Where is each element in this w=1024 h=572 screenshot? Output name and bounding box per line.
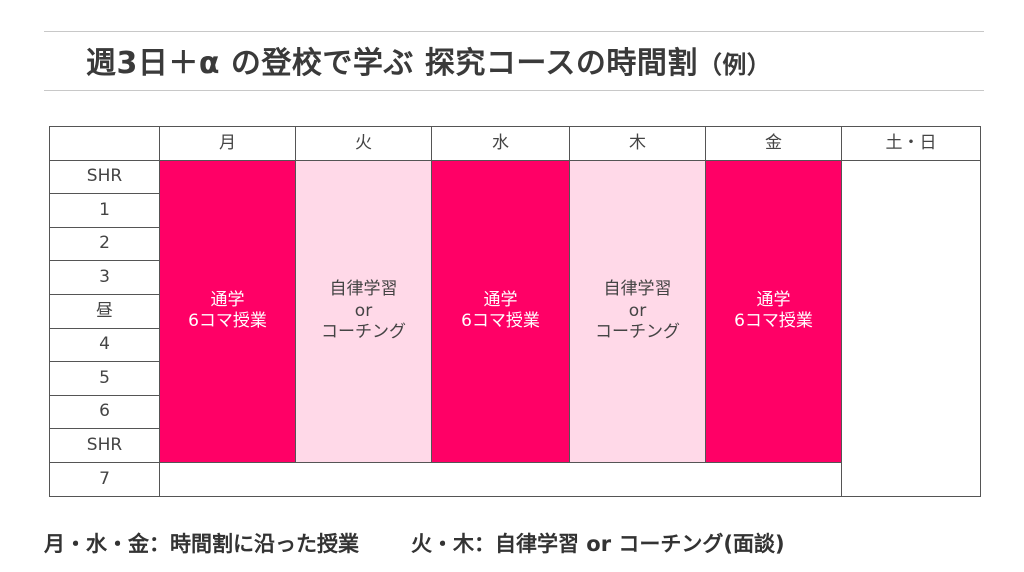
- day-weekend: 土・日: [841, 126, 981, 161]
- footer-left: 月・水・金：時間割に沿った授業: [44, 532, 359, 556]
- footer-right: 火・木：自律学習 or コーチング(面談): [411, 532, 785, 556]
- table-row: 4: [49, 327, 981, 363]
- day-mon: 月: [159, 126, 296, 161]
- footer-legend: 月・水・金：時間割に沿った授業 火・木：自律学習 or コーチング(面談): [44, 528, 785, 558]
- page-title-main: 週3日＋α の登校で学ぶ 探究コースの時間割: [86, 46, 698, 81]
- tue-self-study-block: 自律学習 or コーチング: [295, 159, 432, 463]
- day-wed: 水: [431, 126, 570, 161]
- period-label: 2: [49, 226, 160, 262]
- period-label: 6: [49, 394, 160, 430]
- page-title-note: （例）: [697, 51, 772, 79]
- period-label: 3: [49, 260, 160, 295]
- weekend-block: [841, 159, 981, 497]
- period-7-empty: [159, 461, 842, 497]
- period-label: 1: [49, 193, 160, 228]
- day-tue: 火: [295, 126, 432, 161]
- period-label: 5: [49, 361, 160, 396]
- day-fri: 金: [705, 126, 842, 161]
- page-title: 週3日＋α の登校で学ぶ 探究コースの時間割（例）: [86, 38, 771, 82]
- period-label: 7: [49, 461, 160, 497]
- period-label: SHR: [49, 428, 160, 463]
- table-row: 5: [49, 361, 981, 396]
- period-label: 昼: [49, 293, 160, 329]
- thu-self-study-block: 自律学習 or コーチング: [569, 159, 706, 463]
- fri-commute-block: 通学 6コマ授業: [705, 159, 842, 463]
- period-label: 4: [49, 327, 160, 363]
- timetable: 月 火 水 木 金 土・日 SHR 通学 6コマ授業 自律学習 or コーチング…: [49, 126, 981, 497]
- header-row: 月 火 水 木 金 土・日: [49, 126, 981, 161]
- table-row: SHR 通学 6コマ授業 自律学習 or コーチング 通学 6コマ授業 自律学習…: [49, 159, 981, 497]
- wed-commute-block: 通学 6コマ授業: [431, 159, 570, 463]
- period-label: SHR: [49, 159, 160, 195]
- day-thu: 木: [569, 126, 706, 161]
- title-rule-bottom: [44, 90, 984, 91]
- table-row: 7: [49, 461, 981, 497]
- mon-commute-block: 通学 6コマ授業: [159, 159, 296, 463]
- title-rule-top: [44, 31, 984, 32]
- table-row: SHR: [49, 428, 981, 463]
- corner-cell: [49, 126, 160, 161]
